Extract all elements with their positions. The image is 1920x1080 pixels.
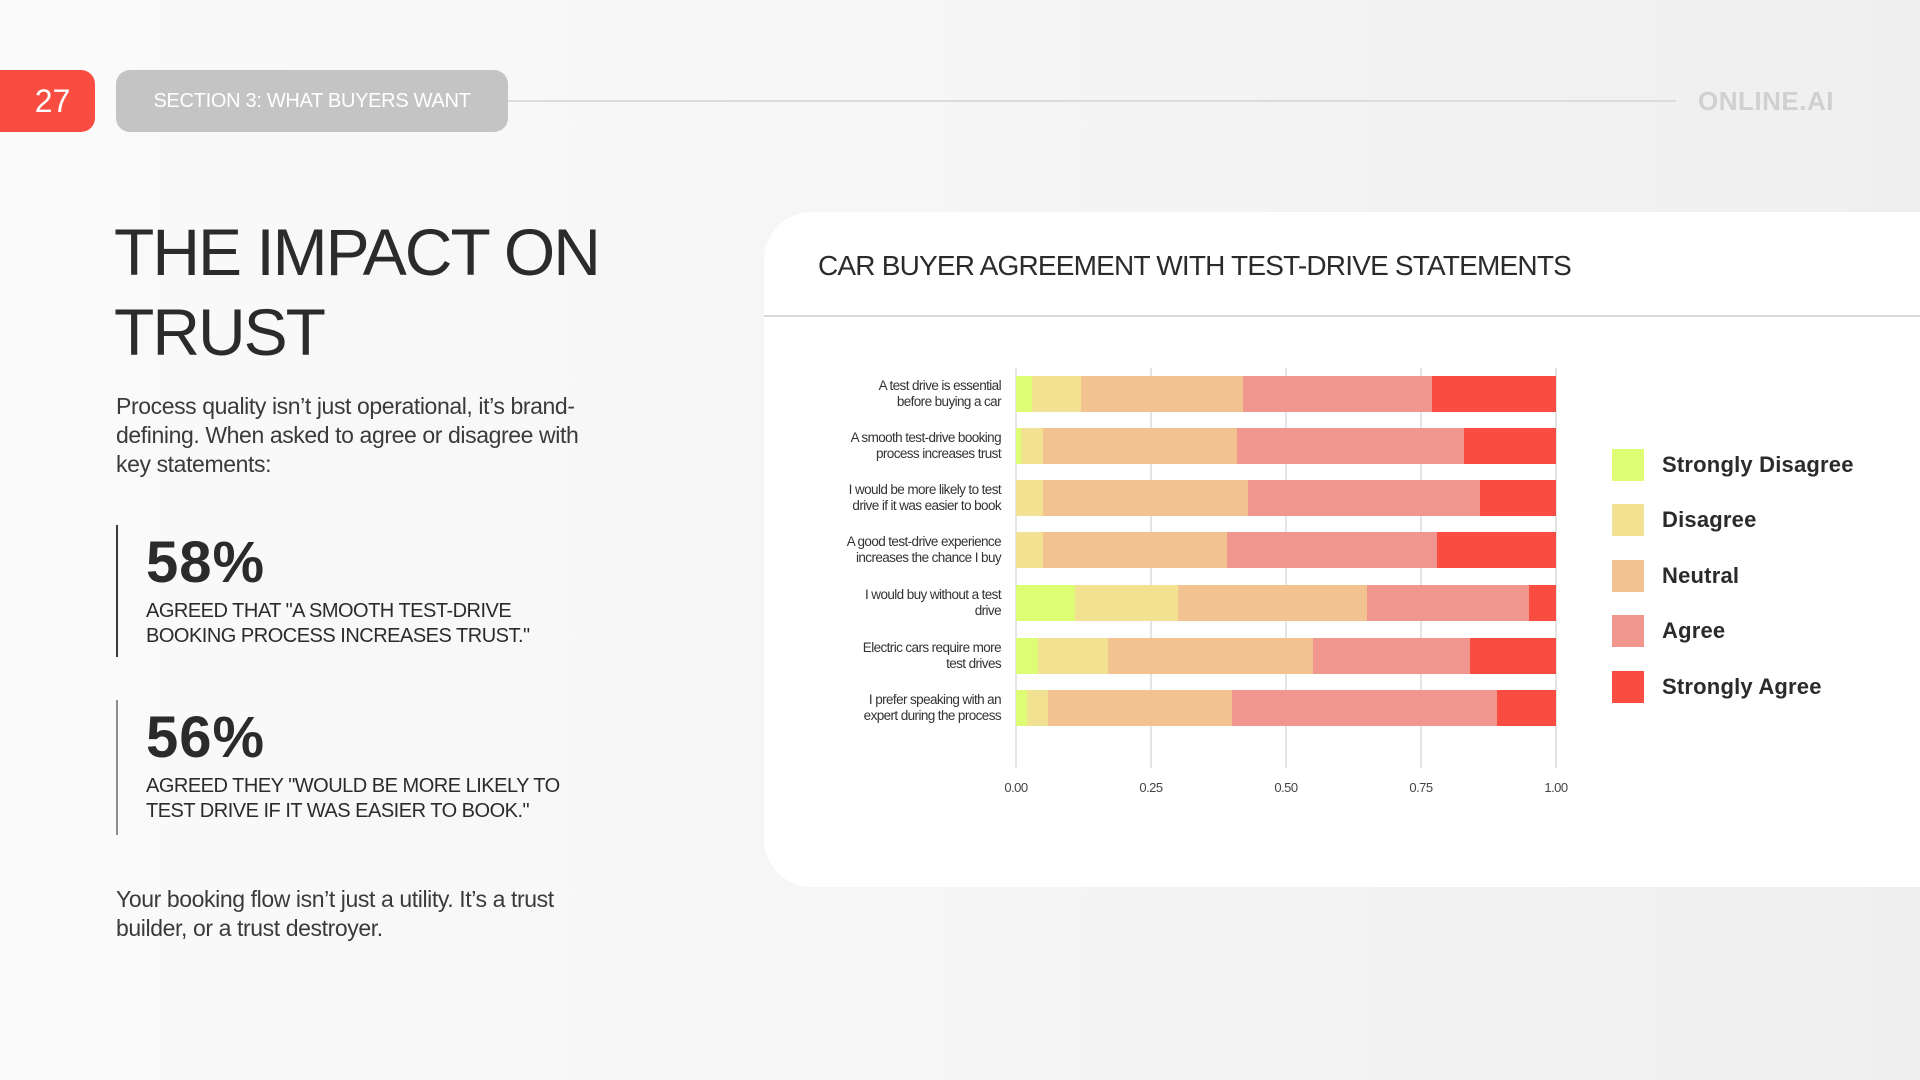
y-category-label: I would be more likely to test drive if i…: [848, 482, 1002, 513]
bar-segment-strongly-disagree: [1016, 690, 1027, 726]
bar-segment-agree: [1366, 585, 1529, 621]
gridline: [1150, 368, 1152, 768]
legend-item: Neutral: [1612, 559, 1854, 592]
gridline: [1015, 368, 1017, 768]
bar-row: [1016, 428, 1556, 464]
legend-swatch-icon: [1612, 559, 1644, 592]
y-category-label: Electric cars require more test drives: [862, 640, 1002, 671]
bar-segment-agree: [1312, 638, 1470, 674]
page-title-line-1: THE IMPACT ON: [114, 215, 601, 289]
bar-segment-neutral: [1048, 690, 1232, 726]
y-category-label: I prefer speaking with an expert during t…: [863, 692, 1002, 723]
bar-row: [1016, 480, 1556, 516]
legend-swatch-icon: [1612, 504, 1644, 536]
chart-card: CAR BUYER AGREEMENT WITH TEST-DRIVE STAT…: [764, 212, 1920, 887]
bar-segment-strongly-agree: [1437, 532, 1556, 568]
bar-segment-disagree: [1037, 638, 1108, 674]
legend-label: Strongly Disagree: [1662, 451, 1854, 477]
gridline: [1555, 368, 1557, 768]
chart-legend: Strongly Disagree Disagree Neutral Agree Str…: [1612, 448, 1854, 726]
legend-swatch-icon: [1612, 448, 1644, 481]
bar-segment-strongly-disagree: [1016, 638, 1038, 674]
brand-name: ONLINE.AI: [1698, 85, 1834, 116]
stat-value: 56%: [146, 705, 266, 770]
bar-segment-neutral: [1177, 585, 1367, 621]
bar-segment-strongly-agree: [1528, 585, 1556, 621]
bar-segment-strongly-agree: [1496, 690, 1556, 726]
x-tick-label: 0.75: [1409, 780, 1433, 795]
chart-title: CAR BUYER AGREEMENT WITH TEST-DRIVE STAT…: [818, 250, 1572, 281]
x-tick-label: 1.00: [1544, 780, 1568, 795]
closing-paragraph: Your booking flow isn’t just a utility. …: [116, 886, 554, 941]
gridline: [1420, 368, 1422, 768]
bar-segment-disagree: [1021, 428, 1043, 464]
bar-segment-disagree: [1075, 585, 1178, 621]
bar-row: [1016, 690, 1556, 726]
bar-row: [1016, 638, 1556, 674]
gridline: [1285, 368, 1287, 768]
bar-segment-disagree: [1026, 690, 1049, 726]
bar-segment-strongly-agree: [1464, 428, 1556, 464]
legend-swatch-icon: [1612, 670, 1644, 703]
page-title-line-2: TRUST: [114, 295, 326, 369]
bar-row: [1016, 585, 1556, 621]
stat-caption: AGREED THEY "WOULD BE MORE LIKELY TO TES…: [146, 775, 560, 822]
brand-logo: ONLINE.AI: [1698, 84, 1834, 118]
intro-paragraph: Process quality isn’t just operational, …: [116, 393, 579, 477]
page-number-badge: 27: [0, 70, 95, 132]
bar-segment-strongly-agree: [1469, 638, 1556, 674]
stat-caption: AGREED THAT "A SMOOTH TEST-DRIVE BOOKING…: [146, 600, 530, 647]
chart-title-divider: [764, 315, 1920, 317]
bar-segment-strongly-disagree: [1016, 428, 1022, 464]
bar-segment-neutral: [1107, 638, 1313, 674]
x-tick-label: 0.50: [1274, 780, 1298, 795]
bar-segment-agree: [1226, 532, 1438, 568]
x-tick-label: 0.25: [1139, 780, 1163, 795]
legend-item: Agree: [1612, 615, 1854, 648]
bar-segment-neutral: [1043, 480, 1249, 516]
legend-label: Strongly Agree: [1662, 673, 1822, 699]
stat-value: 58%: [146, 530, 266, 595]
stat-block-2: 56% AGREED THEY "WOULD BE MORE LIKELY TO…: [116, 700, 586, 835]
bar-segment-strongly-disagree: [1016, 585, 1076, 621]
bar-segment-strongly-agree: [1431, 376, 1556, 412]
section-label-pill: SECTION 3: WHAT BUYERS WANT: [116, 70, 508, 132]
legend-label: Disagree: [1662, 507, 1757, 532]
bar-segment-disagree: [1016, 480, 1043, 516]
bar-segment-neutral: [1042, 428, 1238, 464]
bar-segment-agree: [1248, 480, 1481, 516]
legend-label: Neutral: [1662, 562, 1740, 588]
page-number: 27: [34, 82, 71, 119]
bar-row: [1016, 376, 1556, 412]
bar-segment-neutral: [1043, 532, 1227, 568]
y-category-label: A good test-drive experience increases th…: [846, 534, 1002, 565]
bar-segment-agree: [1231, 690, 1497, 726]
legend-item: Strongly Disagree: [1612, 448, 1854, 481]
legend-label: Agree: [1662, 618, 1726, 643]
section-label: SECTION 3: WHAT BUYERS WANT: [153, 89, 471, 112]
bar-segment-agree: [1242, 376, 1432, 412]
bar-segment-neutral: [1080, 376, 1243, 412]
bar-segment-disagree: [1032, 376, 1081, 412]
bar-segment-strongly-agree: [1480, 480, 1556, 516]
bar-segment-agree: [1237, 428, 1465, 464]
bar-segment-disagree: [1016, 532, 1043, 568]
header-divider: [508, 100, 1676, 102]
y-category-label: A smooth test-drive booking process incre…: [850, 430, 1002, 461]
x-tick-label: 0.00: [1004, 780, 1028, 795]
legend-item: Strongly Agree: [1612, 670, 1854, 703]
stat-block-1: 58% AGREED THAT "A SMOOTH TEST-DRIVE BOO…: [116, 525, 586, 657]
bar-row: [1016, 532, 1556, 568]
stacked-bar-chart: 0.00 0.25 0.50 0.75 1.00 A test drive is esse…: [847, 368, 1568, 795]
bar-segment-strongly-disagree: [1016, 376, 1033, 412]
y-category-label: I would buy without a test drive: [865, 587, 1002, 618]
legend-item: Disagree: [1612, 504, 1854, 537]
legend-swatch-icon: [1612, 615, 1644, 647]
y-category-label: A test drive is essential before buying a…: [878, 378, 1002, 409]
page-title: THE IMPACT ON TRUST: [114, 212, 674, 372]
